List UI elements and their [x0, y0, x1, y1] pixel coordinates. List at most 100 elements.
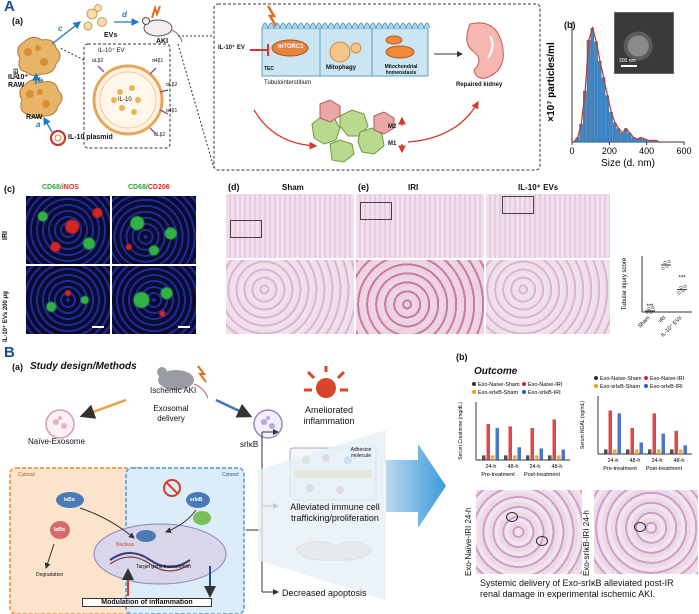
- legend-marker: [594, 384, 598, 388]
- ev-production-schematic: [17, 3, 541, 171]
- hist-bar: [612, 122, 617, 143]
- modulation-label: Modulation of inflammation: [82, 598, 212, 607]
- outcome-bar: [617, 413, 621, 454]
- legend-label: Exo-srIκB-IRI: [650, 384, 683, 390]
- outcome-group-label: Pre-treatment: [603, 466, 637, 472]
- histo-srikb-label: Exo-srIκB-IRI 24-h: [582, 510, 591, 576]
- integrin-4: αLβ2: [154, 132, 166, 138]
- cytosol-label-1: Cytosol: [18, 472, 35, 478]
- integrin-5: αLβ2: [92, 58, 104, 64]
- hist-y-label: ×10⁷ particles/ml: [546, 42, 557, 122]
- legend-label: Exo-Naive-IRI: [528, 382, 563, 388]
- tem-scalebar: [621, 65, 637, 67]
- hist-bar: [601, 77, 606, 143]
- ev-box-label: IL-10⁺ EV: [98, 48, 125, 54]
- histo-il10-title: IL-10⁺ EVs: [518, 183, 559, 192]
- aki-label: AKI: [156, 38, 169, 45]
- repaired-label: Repaired kidney: [456, 82, 503, 88]
- fluor-iri-cd206: [112, 196, 196, 264]
- design-title: Study design/Methods: [30, 361, 137, 372]
- legend-marker: [644, 376, 648, 380]
- score-y-label: Tubular injury score: [622, 257, 628, 310]
- histo-iri-high: [356, 260, 484, 334]
- tubulo-label: Tubulointerstitium: [264, 80, 312, 86]
- il10-raw-cell: [17, 36, 61, 77]
- degradation-label: Degradation: [36, 572, 64, 578]
- outcome-bar: [561, 449, 565, 460]
- outcome-bar: [539, 448, 543, 460]
- adhesion-label: Adhesion molecule: [350, 447, 372, 459]
- histo-naive-iri: [476, 490, 582, 574]
- hist-bar: [620, 132, 624, 143]
- outcome-bar: [482, 455, 486, 460]
- hist-bar: [590, 27, 595, 143]
- fluor-scalebar-1: [92, 326, 104, 328]
- legend-label: Exo-Naive-Sham: [478, 382, 520, 388]
- size-histogram: 0 200 400 600 Size (d. nm) ×10⁷ particles/ml: [546, 22, 692, 169]
- outcome-bar: [657, 449, 661, 454]
- outcome-x-tick-label: 24-h: [529, 464, 540, 470]
- panel-a-e-label: (e): [358, 182, 369, 192]
- score-point: [645, 310, 649, 314]
- fluor-iri-inos: [26, 196, 110, 264]
- outcome-bar: [683, 445, 687, 454]
- legend-label: Exo-srIκB-Sham: [478, 390, 518, 396]
- outcome-bar: [495, 428, 499, 460]
- hist-bar: [616, 128, 621, 143]
- panel-b-a-label: (a): [12, 362, 23, 372]
- histo-sham-high: [226, 260, 354, 334]
- c-row2-label: IL-10⁺ EVs 200 μg: [3, 291, 9, 342]
- exosomal-label: Exosomal delivery: [153, 404, 189, 423]
- il10-ev-left-label: IL-10⁺ EV: [218, 45, 245, 51]
- outcome-y-label: Serum Creatinine (mg/dL): [458, 402, 464, 460]
- outcome-bar: [517, 447, 521, 460]
- hist-bar: [609, 111, 613, 143]
- tec-cells: [261, 22, 431, 77]
- tem-inset: 200 nm: [614, 12, 674, 74]
- ikba-label-2: IκBα: [54, 527, 65, 533]
- outcome-bar: [661, 433, 665, 454]
- ngal-chart: Exo-Naive-Sham Exo-Naive-IRI Exo-srIκB-Sha…: [580, 376, 692, 472]
- panel-b-letter: B: [4, 344, 15, 361]
- histo-il10-low: [486, 194, 610, 258]
- legend-marker: [644, 384, 648, 388]
- outcome-bar: [639, 442, 643, 454]
- outcome-y-label: Serum NGAL (ng/mL): [580, 401, 586, 449]
- study-design-diagram: [9, 365, 446, 614]
- legend-marker: [522, 382, 526, 386]
- inflammation-icon: [304, 366, 348, 398]
- raw-cell: [19, 78, 63, 119]
- outcome-group-label: Post-treatment: [524, 472, 561, 478]
- hist-bar: [605, 95, 609, 143]
- hist-x-tick-label: 600: [676, 146, 691, 156]
- score-point: [667, 260, 671, 264]
- step-c: c: [58, 24, 63, 33]
- integrin-3: α4β1: [166, 108, 178, 114]
- apoptosis-label: Decreased apoptosis: [282, 588, 367, 598]
- outcome-bar: [635, 449, 639, 454]
- panel-a-a-label: (a): [12, 16, 23, 26]
- fluor-scalebar-2: [178, 326, 190, 328]
- histo-naive-label: Exo-Naïve-IRI 24-h: [464, 507, 473, 576]
- srikb-label-2: srIκB: [190, 497, 203, 503]
- plasmid-icon: [49, 129, 67, 147]
- panel-a-letter: A: [4, 0, 15, 15]
- legend-marker: [522, 390, 526, 394]
- hist-x-tick-label: 0: [569, 146, 574, 156]
- alleviated-label: Alleviated immune cell trafficking/proli…: [290, 502, 380, 523]
- c-row1-label: IRI: [2, 231, 9, 240]
- outcome-bar: [679, 449, 683, 454]
- outcome-bar: [608, 410, 612, 454]
- fluor-ev-inos: [26, 266, 110, 334]
- step-d: d: [122, 10, 127, 19]
- panel-b-b-label: (b): [456, 352, 468, 362]
- conclusion-text: Systemic delivery of Exo-srIκB alleviate…: [480, 578, 674, 599]
- outcome-x-tick-label: 48-h: [629, 458, 640, 464]
- c-col2-title: CD68/CD206: [128, 184, 170, 191]
- histo-iri-low: [356, 194, 484, 258]
- outcome-x-tick-label: 48-h: [673, 458, 684, 464]
- mouse-b-icon: [157, 367, 209, 399]
- panel-a-d-label: (d): [228, 182, 240, 192]
- outcome-bar: [604, 449, 608, 454]
